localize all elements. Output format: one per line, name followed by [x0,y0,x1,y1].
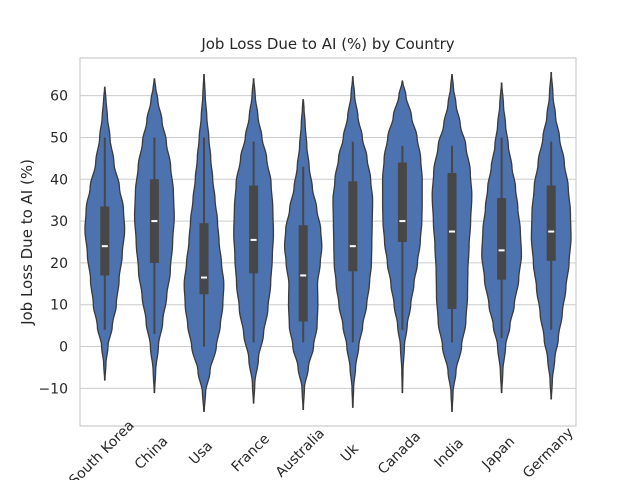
y-tick-label: 40 [50,172,68,188]
violin-australia [283,99,323,410]
violin-iqr-box [298,225,308,322]
plot-frame [79,57,577,427]
violin-iqr-box [447,173,457,309]
violin-iqr-box [546,185,556,261]
y-tick-label: 20 [50,256,68,272]
violin-uk [332,76,374,408]
x-tick-label: Uk [338,440,363,465]
y-tick-labels: −10 0 10 20 30 40 50 60 [38,89,68,398]
violin-china [133,78,175,394]
violin-iqr-box [199,223,209,295]
violin-iqr-box [348,181,358,272]
violin-iqr-box [397,162,407,242]
violin-iqr-box [249,185,259,274]
x-tick-label: China [132,433,172,473]
chart-title: Job Loss Due to AI (%) by Country [200,35,454,53]
x-tick-label: Germany [520,425,577,480]
x-tick-label: Japan [479,434,519,474]
y-tick-label: 50 [50,130,68,146]
violin-japan [481,82,523,394]
violin-india [431,74,473,413]
x-tick-label: India [431,435,467,471]
y-tick-label: −10 [38,381,68,397]
violin-usa [183,74,225,413]
violin-iqr-box [100,206,110,276]
violin-canada [381,80,423,394]
x-tick-label: Australia [273,426,328,480]
violin-france [233,78,275,404]
x-tick-label: South Korea [66,418,137,480]
violin-germany [530,71,572,400]
x-tick-label: Usa [186,438,216,468]
y-tick-label: 60 [50,89,68,105]
x-tick-label: Canada [375,429,424,478]
y-tick-label: 30 [50,214,68,230]
y-tick-label: 0 [59,340,68,356]
y-tick-label: 10 [50,298,68,314]
violins [84,71,572,413]
y-axis-label: Job Loss Due to AI (%) [18,159,36,326]
violin-south-korea [84,86,126,381]
x-tick-label: France [229,431,273,475]
violin-iqr-box [497,198,507,280]
